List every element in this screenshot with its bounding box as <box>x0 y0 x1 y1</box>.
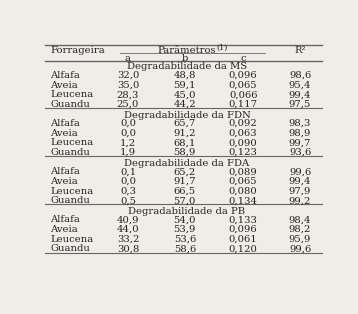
Text: 0,0: 0,0 <box>120 177 136 186</box>
Text: 0,080: 0,080 <box>229 187 257 196</box>
Text: 54,0: 54,0 <box>174 215 196 224</box>
Text: Aveia: Aveia <box>50 80 78 89</box>
Text: 40,9: 40,9 <box>117 215 139 224</box>
Text: 1,2: 1,2 <box>120 138 136 147</box>
Text: Leucena: Leucena <box>50 187 93 196</box>
Text: 0,133: 0,133 <box>229 215 257 224</box>
Text: 0,092: 0,092 <box>229 119 257 128</box>
Text: 32,0: 32,0 <box>117 71 139 80</box>
Text: 99,7: 99,7 <box>289 138 311 147</box>
Text: 0,5: 0,5 <box>120 196 136 205</box>
Text: 58,6: 58,6 <box>174 244 196 253</box>
Text: (1): (1) <box>216 44 227 52</box>
Text: 99,2: 99,2 <box>289 196 311 205</box>
Text: 98,6: 98,6 <box>289 71 311 80</box>
Text: 98,2: 98,2 <box>289 225 311 234</box>
Text: Guandu: Guandu <box>50 148 90 157</box>
Text: 30,8: 30,8 <box>117 244 139 253</box>
Text: 53,9: 53,9 <box>174 225 196 234</box>
Text: Alfafa: Alfafa <box>50 119 80 128</box>
Text: 0,096: 0,096 <box>229 71 257 80</box>
Text: 95,4: 95,4 <box>289 80 311 89</box>
Text: 0,123: 0,123 <box>229 148 257 157</box>
Text: 0,1: 0,1 <box>120 167 136 176</box>
Text: Alfafa: Alfafa <box>50 215 80 224</box>
Text: 58,9: 58,9 <box>174 148 196 157</box>
Text: Parâmetros: Parâmetros <box>158 46 216 55</box>
Text: c: c <box>240 54 246 63</box>
Text: 99,4: 99,4 <box>289 90 311 99</box>
Text: 98,9: 98,9 <box>289 129 311 138</box>
Text: Aveia: Aveia <box>50 177 78 186</box>
Text: 0,0: 0,0 <box>120 119 136 128</box>
Text: 0,061: 0,061 <box>229 235 257 244</box>
Text: 35,0: 35,0 <box>117 80 139 89</box>
Text: Aveia: Aveia <box>50 129 78 138</box>
Text: Degradabilidade da MS: Degradabilidade da MS <box>127 62 247 71</box>
Text: 45,0: 45,0 <box>174 90 196 99</box>
Text: Degradabilidade da PB: Degradabilidade da PB <box>129 207 246 216</box>
Text: Forrageira: Forrageira <box>50 46 105 55</box>
Text: 99,6: 99,6 <box>289 167 311 176</box>
Text: Aveia: Aveia <box>50 225 78 234</box>
Text: 57,0: 57,0 <box>174 196 196 205</box>
Text: 93,6: 93,6 <box>289 148 311 157</box>
Text: 1,9: 1,9 <box>120 148 136 157</box>
Text: 66,5: 66,5 <box>174 187 196 196</box>
Text: 99,6: 99,6 <box>289 244 311 253</box>
Text: 44,2: 44,2 <box>174 100 196 109</box>
Text: 0,3: 0,3 <box>120 187 136 196</box>
Text: Degradabilidade da FDA: Degradabilidade da FDA <box>124 159 250 168</box>
Text: 0,117: 0,117 <box>229 100 258 109</box>
Text: 28,3: 28,3 <box>117 90 139 99</box>
Text: 0,0: 0,0 <box>120 129 136 138</box>
Text: 0,090: 0,090 <box>229 138 257 147</box>
Text: 68,1: 68,1 <box>174 138 196 147</box>
Text: 97,9: 97,9 <box>289 187 311 196</box>
Text: 33,2: 33,2 <box>117 235 139 244</box>
Text: Guandu: Guandu <box>50 244 90 253</box>
Text: 53,6: 53,6 <box>174 235 196 244</box>
Text: 0,063: 0,063 <box>229 129 257 138</box>
Text: 44,0: 44,0 <box>117 225 139 234</box>
Text: 0,089: 0,089 <box>229 167 257 176</box>
Text: 99,4: 99,4 <box>289 177 311 186</box>
Text: 65,2: 65,2 <box>174 167 196 176</box>
Text: Guandu: Guandu <box>50 196 90 205</box>
Text: R²: R² <box>294 46 306 55</box>
Text: 0,065: 0,065 <box>229 177 257 186</box>
Text: Degradabilidade da FDN: Degradabilidade da FDN <box>124 111 250 120</box>
Text: 0,066: 0,066 <box>229 90 257 99</box>
Text: 25,0: 25,0 <box>117 100 139 109</box>
Text: 0,096: 0,096 <box>229 225 257 234</box>
Text: 98,3: 98,3 <box>289 119 311 128</box>
Text: 97,5: 97,5 <box>289 100 311 109</box>
Text: 59,1: 59,1 <box>174 80 196 89</box>
Text: Leucena: Leucena <box>50 90 93 99</box>
Text: Leucena: Leucena <box>50 138 93 147</box>
Text: Guandu: Guandu <box>50 100 90 109</box>
Text: a: a <box>125 54 131 63</box>
Text: 65,7: 65,7 <box>174 119 196 128</box>
Text: Alfafa: Alfafa <box>50 71 80 80</box>
Text: 91,2: 91,2 <box>174 129 196 138</box>
Text: Leucena: Leucena <box>50 235 93 244</box>
Text: b: b <box>182 54 188 63</box>
Text: Alfafa: Alfafa <box>50 167 80 176</box>
Text: 95,9: 95,9 <box>289 235 311 244</box>
Text: 48,8: 48,8 <box>174 71 196 80</box>
Text: 0,120: 0,120 <box>229 244 257 253</box>
Text: 0,134: 0,134 <box>229 196 258 205</box>
Text: 0,065: 0,065 <box>229 80 257 89</box>
Text: 91,7: 91,7 <box>174 177 196 186</box>
Text: 98,4: 98,4 <box>289 215 311 224</box>
